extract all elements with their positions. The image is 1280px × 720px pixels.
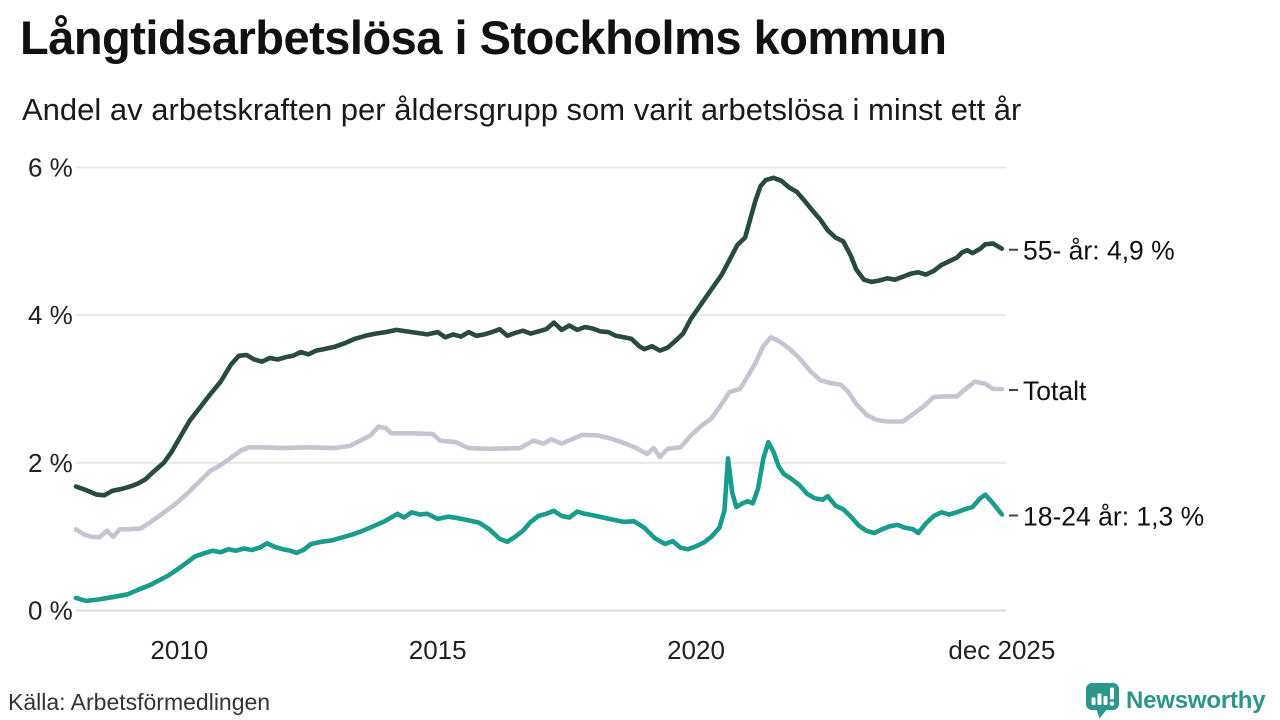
- series-line-0: [73, 175, 1005, 498]
- x-tick-label: dec 2025: [948, 635, 1055, 665]
- source-note: Källa: Arbetsförmedlingen: [8, 689, 271, 715]
- brand: Newsworthy: [1086, 683, 1266, 719]
- series-end-label-1: Totalt: [1023, 376, 1087, 406]
- newsworthy-logo-icon: [1086, 683, 1119, 719]
- y-tick-label: 2 %: [28, 448, 73, 478]
- x-tick-label: 2010: [150, 635, 208, 665]
- series-end-label-0: 55- år: 4,9 %: [1023, 236, 1175, 266]
- brand-name: Newsworthy: [1126, 687, 1266, 714]
- y-tick-label: 6 %: [28, 153, 73, 183]
- x-tick-label: 2015: [409, 635, 467, 665]
- y-tick-label: 0 %: [28, 596, 73, 626]
- chart-title: Långtidsarbetslösa i Stockholms kommun: [20, 11, 947, 64]
- x-tick-label: 2020: [667, 635, 725, 665]
- chart-subtitle: Andel av arbetskraften per åldersgrupp s…: [22, 92, 1022, 127]
- series-end-label-2: 18-24 år: 1,3 %: [1023, 502, 1204, 532]
- series-line-1: [73, 334, 1005, 540]
- y-tick-label: 4 %: [28, 300, 73, 330]
- series-line-2: [73, 439, 1005, 604]
